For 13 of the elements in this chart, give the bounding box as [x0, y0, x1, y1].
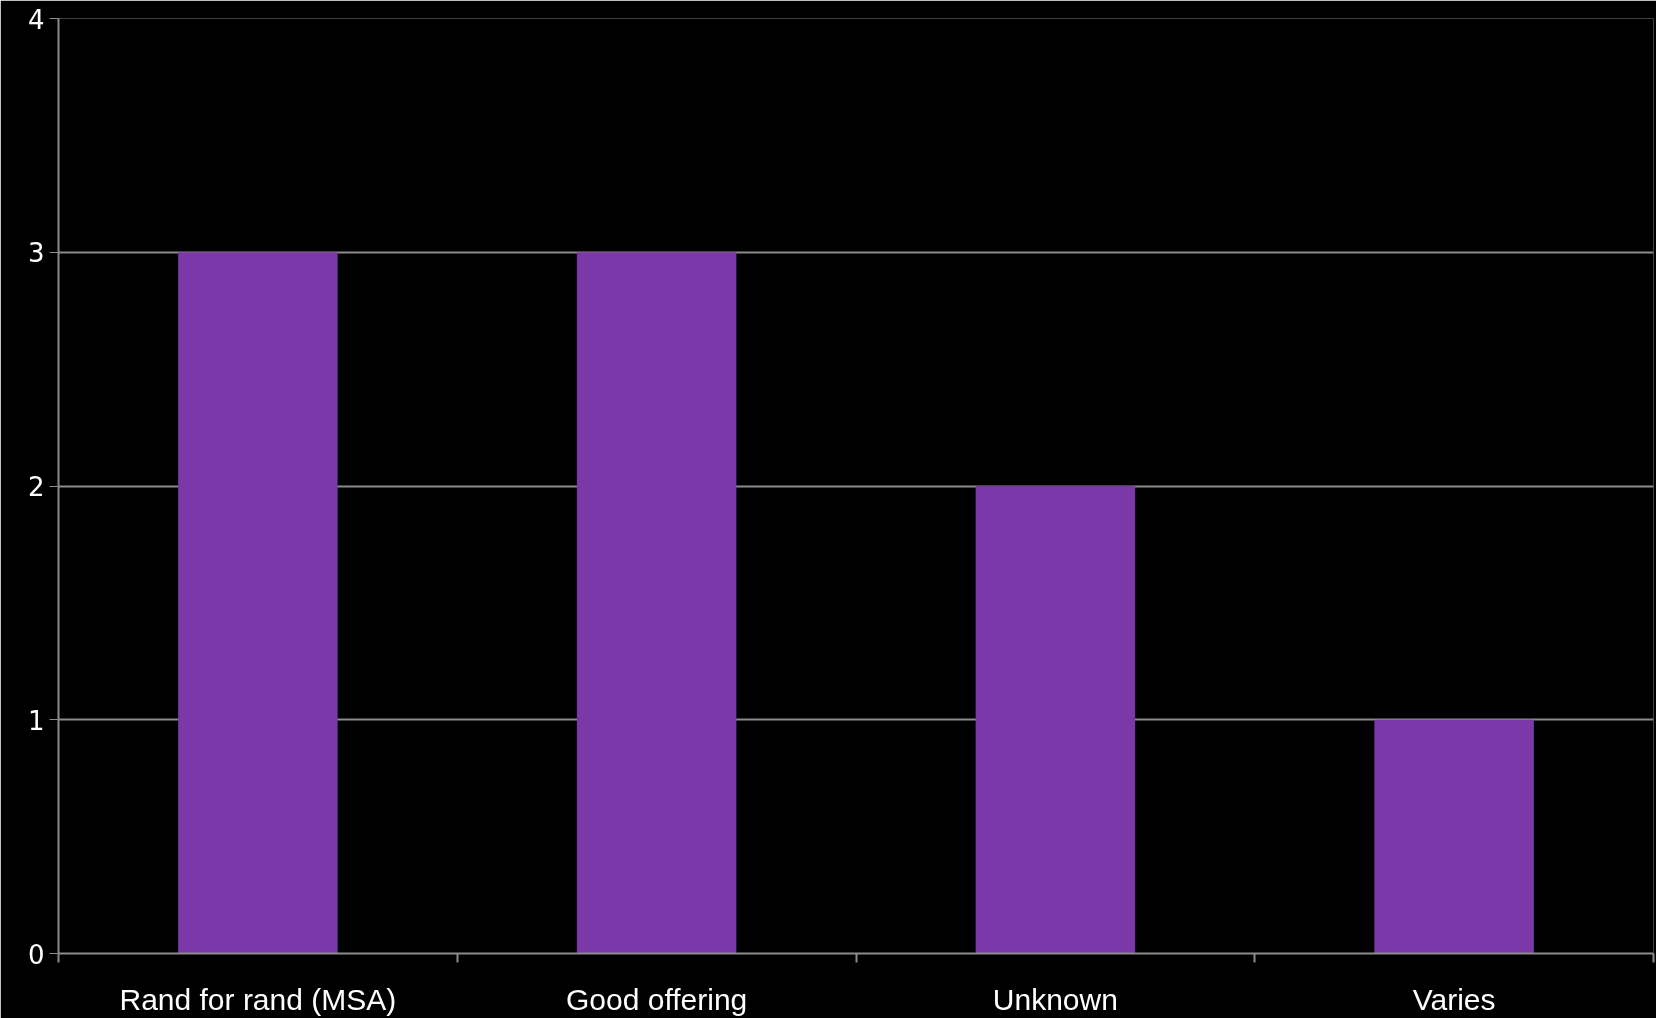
y-tick-label: 1	[27, 705, 45, 736]
bar	[1374, 719, 1534, 954]
bar	[178, 252, 338, 954]
x-tick-label: Good offering	[566, 982, 748, 1016]
y-tick-label: 0	[27, 939, 45, 970]
y-tick-label: 2	[27, 472, 45, 502]
bar	[975, 486, 1136, 954]
x-tick-label: Rand for rand (MSA)	[119, 982, 397, 1016]
x-tick-label: Varies	[1412, 982, 1496, 1016]
y-tick-label: 4	[27, 4, 45, 35]
y-tick-label: 3	[27, 238, 45, 269]
bar	[576, 252, 737, 954]
x-tick-label: Unknown	[992, 982, 1118, 1016]
